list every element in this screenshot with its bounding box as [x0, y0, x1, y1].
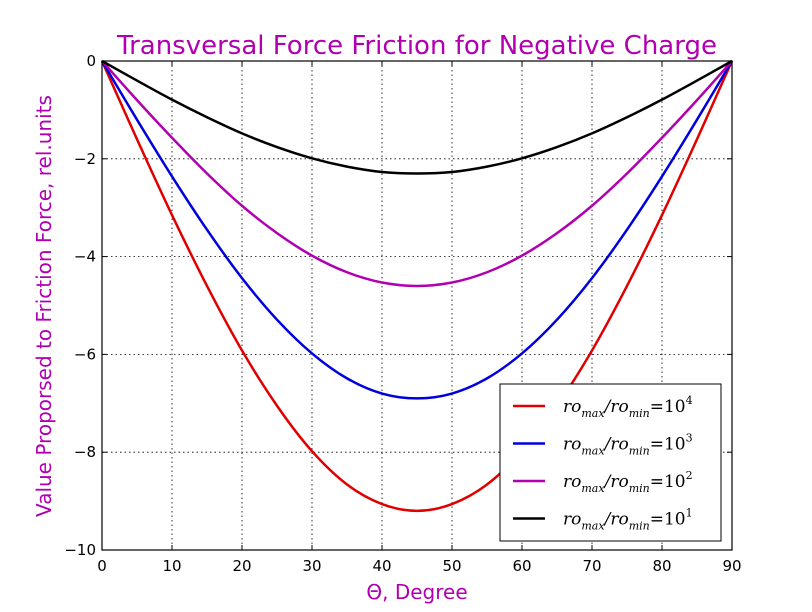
x-tick-label: 30 — [302, 557, 321, 575]
chart-title: Transversal Force Friction for Negative … — [116, 31, 717, 61]
plot-area — [100, 59, 734, 513]
series-line-0 — [100, 60, 734, 513]
x-axis-label: Θ, Degree — [366, 580, 467, 604]
axis-ticks: 0 10 20 30 40 50 60 70 80 90 0 −2 −4 −6 −8 −10 — [64, 52, 741, 575]
y-tick-label: −8 — [74, 443, 96, 461]
legend-label: romax/romin=104 — [563, 394, 693, 420]
x-tick-label: 20 — [232, 557, 251, 575]
y-tick-label: 0 — [86, 52, 96, 70]
grid-lines — [102, 61, 732, 550]
y-axis-label: Value Proporsed to Friction Force, rel.u… — [32, 95, 56, 517]
x-tick-label: 60 — [512, 557, 531, 575]
series-line-2 — [101, 60, 733, 288]
legend-label: romax/romin=101 — [563, 507, 693, 533]
series-line-1 — [100, 60, 734, 400]
x-tick-label: 40 — [372, 557, 391, 575]
x-tick-label: 70 — [582, 557, 601, 575]
x-tick-label: 90 — [722, 557, 741, 575]
x-tick-label: 0 — [97, 557, 107, 575]
y-tick-label: −6 — [74, 345, 96, 363]
plot-frame — [101, 60, 733, 551]
legend-label: romax/romin=102 — [563, 469, 693, 495]
series-line-3 — [101, 59, 733, 175]
x-tick-label: 80 — [652, 557, 671, 575]
y-tick-label: −10 — [64, 541, 96, 559]
legend-box — [499, 383, 722, 542]
x-tick-label: 50 — [442, 557, 461, 575]
y-tick-label: −4 — [74, 248, 96, 266]
y-tick-label: −2 — [74, 150, 96, 168]
legend-label: romax/romin=103 — [563, 432, 693, 458]
x-tick-label: 10 — [162, 557, 181, 575]
legend: romax/romin=104 romax/romin=103 romax/romi… — [499, 383, 722, 542]
